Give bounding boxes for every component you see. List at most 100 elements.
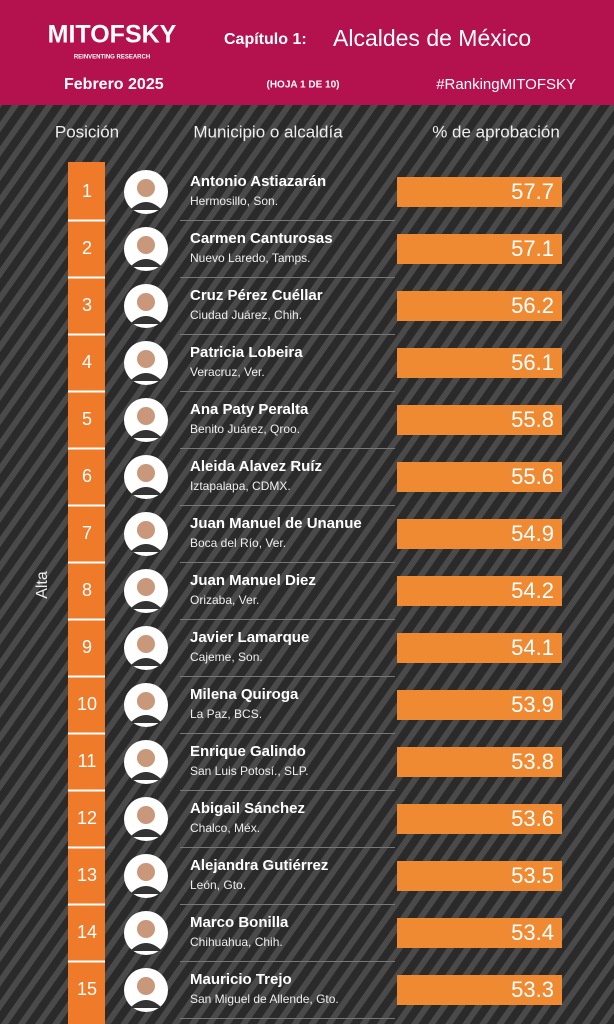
position: 8 <box>82 580 92 600</box>
approval: 57.1 <box>511 236 554 261</box>
name: Antonio Astiazarán <box>190 173 326 190</box>
sheet: (HOJA 1 DE 10) <box>267 80 340 91</box>
position: 9 <box>82 637 92 657</box>
approval-box <box>397 234 562 264</box>
avatar-body <box>130 715 162 723</box>
name: Juan Manuel Diez <box>190 572 316 589</box>
position: 6 <box>82 466 92 486</box>
avatar-face <box>137 350 155 368</box>
avatar-face <box>137 749 155 767</box>
approval: 56.1 <box>511 350 554 375</box>
place: Iztapalapa, CDMX. <box>190 479 291 493</box>
position: 12 <box>77 808 97 828</box>
position-column <box>68 162 105 1024</box>
approval-box <box>397 177 562 207</box>
name: Patricia Lobeira <box>190 344 303 361</box>
approval-box <box>397 519 562 549</box>
place: Cajeme, Son. <box>190 650 263 664</box>
place: Nuevo Laredo, Tamps. <box>190 251 311 265</box>
position: 10 <box>77 694 97 714</box>
position: 3 <box>82 295 92 315</box>
approval-box <box>397 291 562 321</box>
approval-box <box>397 804 562 834</box>
avatar-body <box>130 430 162 438</box>
place: León, Gto. <box>190 878 246 892</box>
place: Veracruz, Ver. <box>190 365 265 379</box>
approval-box <box>397 861 562 891</box>
place: San Miguel de Allende, Gto. <box>190 992 339 1006</box>
approval-box <box>397 690 562 720</box>
approval-box <box>397 633 562 663</box>
name: Juan Manuel de Unanue <box>190 515 362 532</box>
place: Benito Juárez, Qroo. <box>190 422 300 436</box>
avatar-body <box>130 886 162 894</box>
approval: 55.6 <box>511 464 554 489</box>
place: Hermosillo, Son. <box>190 194 278 208</box>
position: 15 <box>77 979 97 999</box>
avatar-face <box>137 635 155 653</box>
place: San Luis Potosí., SLP. <box>190 764 309 778</box>
approval: 56.2 <box>511 293 554 318</box>
approval: 53.3 <box>511 977 554 1002</box>
name: Milena Quiroga <box>190 686 299 703</box>
place: Chalco, Méx. <box>190 821 260 835</box>
position: 11 <box>78 751 97 771</box>
approval-box <box>397 576 562 606</box>
avatar-face <box>137 578 155 596</box>
approval-box <box>397 462 562 492</box>
approval: 57.7 <box>511 179 554 204</box>
avatar-body <box>130 829 162 837</box>
avatar-body <box>130 601 162 609</box>
avatar-face <box>137 464 155 482</box>
position: 7 <box>82 523 92 543</box>
tagline: REINVENTING RESEARCH <box>74 55 150 61</box>
logo: MITOFSKY <box>48 21 177 49</box>
avatar-face <box>137 521 155 539</box>
place: La Paz, BCS. <box>190 707 262 721</box>
place: Ciudad Juárez, Chih. <box>190 308 302 322</box>
avatar-face <box>137 692 155 710</box>
avatar-face <box>137 236 155 254</box>
column-header: Municipio o alcaldía <box>193 122 343 141</box>
avatar-body <box>130 943 162 951</box>
approval: 54.9 <box>511 521 554 546</box>
avatar-body <box>130 658 162 666</box>
name: Carmen Canturosas <box>190 230 333 247</box>
position: 4 <box>82 352 92 372</box>
chapter: Capítulo 1: <box>224 31 307 48</box>
approval: 53.9 <box>511 692 554 717</box>
name: Alejandra Gutiérrez <box>190 857 328 874</box>
position: 14 <box>77 922 97 942</box>
avatar-face <box>137 920 155 938</box>
avatar-body <box>130 487 162 495</box>
approval-box <box>397 918 562 948</box>
name: Mauricio Trejo <box>190 971 292 988</box>
avatar-face <box>137 293 155 311</box>
name: Ana Paty Peralta <box>190 401 309 418</box>
approval: 53.8 <box>511 749 554 774</box>
header-bar <box>0 0 614 105</box>
approval-box <box>397 348 562 378</box>
avatar-face <box>137 977 155 995</box>
avatar-body <box>130 259 162 267</box>
name: Javier Lamarque <box>190 629 309 646</box>
name: Aleida Alavez Ruíz <box>190 458 322 475</box>
date: Febrero 2025 <box>64 76 164 93</box>
approval: 54.2 <box>511 578 554 603</box>
avatar-body <box>130 373 162 381</box>
position: 2 <box>82 238 92 258</box>
approval: 53.6 <box>511 806 554 831</box>
title: Alcaldes de México <box>333 25 531 51</box>
hashtag: #RankingMITOFSKY <box>436 76 576 93</box>
avatar-body <box>130 1000 162 1008</box>
avatar-body <box>130 316 162 324</box>
approval: 53.5 <box>511 863 554 888</box>
approval-box <box>397 747 562 777</box>
avatar-face <box>137 806 155 824</box>
position: 5 <box>82 409 92 429</box>
position: 1 <box>82 181 92 201</box>
place: Chihuahua, Chih. <box>190 935 283 949</box>
approval: 54.1 <box>511 635 554 660</box>
approval-box <box>397 405 562 435</box>
